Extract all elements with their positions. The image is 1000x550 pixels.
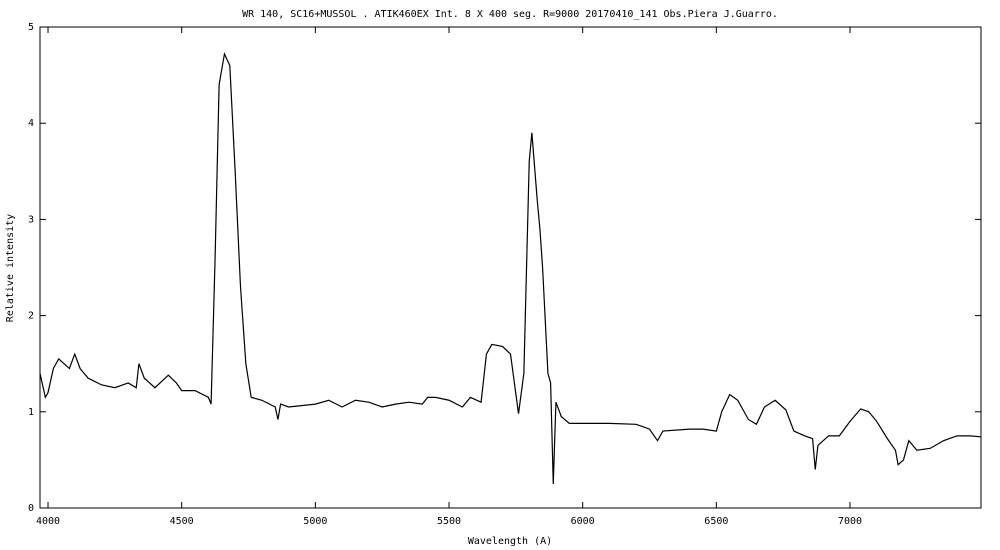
chart-title: WR 140, SC16+MUSSOL . ATIK460EX Int. 8 X… bbox=[242, 9, 778, 20]
y-tick-label: 2 bbox=[28, 311, 34, 322]
x-axis-label: Wavelength (A) bbox=[468, 536, 552, 547]
plot-frame bbox=[39, 26, 982, 509]
x-tick-label: 4000 bbox=[36, 516, 60, 527]
x-tick-label: 6000 bbox=[571, 516, 595, 527]
x-tick-label: 5500 bbox=[437, 516, 461, 527]
spectrum-line bbox=[39, 51, 982, 484]
y-tick-label: 1 bbox=[28, 407, 34, 418]
x-tick-label: 7000 bbox=[838, 516, 862, 527]
y-tick-label: 5 bbox=[28, 22, 34, 33]
y-tick-label: 0 bbox=[28, 503, 34, 514]
y-tick-label: 3 bbox=[28, 214, 34, 225]
x-tick-label: 4500 bbox=[170, 516, 194, 527]
x-tick-label: 5000 bbox=[303, 516, 327, 527]
y-tick-label: 4 bbox=[28, 118, 34, 129]
y-axis-label: Relative intensity bbox=[5, 214, 16, 322]
x-tick-label: 6500 bbox=[704, 516, 728, 527]
